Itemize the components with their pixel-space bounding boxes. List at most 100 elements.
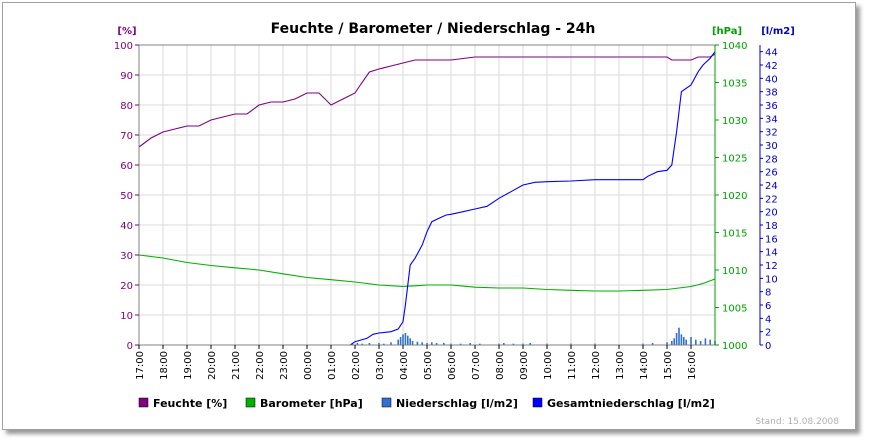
right2-tick-label: 14 (765, 248, 778, 259)
x-tick-label: 23:00 (279, 351, 290, 380)
chart-frame: Feuchte / Barometer / Niederschlag - 24h… (2, 2, 856, 430)
precipitation-bar (594, 343, 596, 345)
series-line-1 (138, 254, 716, 292)
right2-axis-unit: [l/m2] (761, 26, 795, 37)
precipitation-bar (522, 343, 524, 345)
x-tick-label: 19:00 (183, 351, 194, 380)
precipitation-bar (570, 343, 572, 345)
precipitation-bar (675, 333, 678, 345)
left-tick-label: 0 (127, 341, 133, 352)
x-tick-label: 04:00 (399, 351, 410, 380)
right2-tick-label: 44 (765, 48, 778, 59)
right2-tick-label: 20 (765, 208, 778, 219)
right2-tick-label: 12 (765, 261, 778, 272)
right1-axis-unit: [hPa] (712, 26, 742, 37)
precipitation-bar (409, 338, 411, 345)
right2-tick-label: 22 (765, 194, 778, 205)
x-tick-label: 03:00 (375, 351, 386, 380)
right1-tick-label: 1020 (722, 191, 747, 202)
x-tick-label: 10:00 (543, 351, 554, 380)
right1-tick-label: 1010 (722, 266, 747, 277)
precipitation-bar (378, 343, 380, 345)
precipitation-bar (709, 339, 711, 345)
precipitation-bar (402, 334, 404, 345)
precipitation-bar (397, 339, 399, 345)
right2-tick-label: 42 (765, 61, 778, 72)
left-tick-label: 30 (120, 251, 133, 262)
precipitation-bar (503, 343, 505, 345)
right2-tick-label: 10 (765, 274, 778, 285)
legend-label: Gesamtniederschlag [l/m2] (547, 397, 715, 410)
left-tick-label: 20 (120, 281, 133, 292)
series-line-2 (139, 51, 716, 346)
right1-tick-label: 1025 (722, 154, 747, 165)
x-tick-label: 15:00 (663, 351, 674, 380)
precipitation-bar (683, 337, 685, 345)
series-lines (138, 51, 716, 346)
x-tick-label: 18:00 (159, 351, 170, 380)
precipitation-bar (685, 339, 687, 345)
x-tick-label: 14:00 (639, 351, 650, 380)
left-tick-label: 70 (120, 131, 133, 142)
precipitation-bar (431, 342, 433, 345)
precipitation-bar (642, 343, 644, 345)
precipitation-bar (399, 337, 402, 345)
right2-tick-label: 18 (765, 221, 778, 232)
precipitation-bar (390, 342, 392, 345)
right2-tick-label: 32 (765, 128, 778, 139)
precipitation-bar (421, 342, 423, 345)
left-tick-label: 10 (120, 311, 133, 322)
x-tick-label: 06:00 (447, 351, 458, 380)
precipitation-bar (459, 343, 462, 345)
x-tick-label: 21:00 (231, 351, 242, 380)
right1-tick-label: 1005 (722, 304, 747, 315)
x-tick-label: 07:00 (471, 351, 482, 380)
precipitation-bar (416, 341, 419, 345)
right1-tick-label: 1000 (722, 341, 747, 352)
legend-label: Niederschlag [l/m2] (396, 397, 518, 410)
right1-tick-label: 1030 (722, 116, 747, 127)
legend-swatch (532, 397, 543, 408)
precipitation-bar (450, 343, 452, 345)
x-tick-label: 08:00 (495, 351, 506, 380)
precipitation-bar (498, 343, 500, 345)
left-tick-label: 80 (120, 101, 133, 112)
precipitation-bar (407, 335, 409, 345)
right2-tick-label: 0 (765, 341, 771, 352)
right2-tick-label: 36 (765, 101, 778, 112)
right2-tick-label: 26 (765, 168, 778, 179)
x-tick-label: 09:00 (519, 351, 530, 380)
precipitation-bar (469, 343, 471, 345)
legend-label: Feuchte [%] (153, 397, 227, 410)
right2-tick-label: 2 (765, 328, 771, 339)
precipitation-bars (351, 327, 716, 345)
right2-tick-label: 34 (765, 114, 778, 125)
precipitation-bar (443, 343, 445, 345)
legend: Feuchte [%] Barometer [hPa] Niederschlag [… (138, 397, 715, 410)
legend-swatch (138, 397, 149, 408)
precipitation-bar (351, 343, 354, 345)
precipitation-bar (678, 327, 680, 345)
precipitation-bar (699, 341, 702, 345)
left-tick-label: 60 (120, 161, 133, 172)
precipitation-bar (356, 343, 359, 345)
x-tick-label: 17:00 (135, 351, 146, 380)
legend-swatch (381, 397, 392, 408)
precipitation-bar (666, 342, 668, 345)
right2-tick-label: 6 (765, 301, 771, 312)
precipitation-bar (673, 338, 675, 345)
right2-tick-label: 30 (765, 141, 778, 152)
chart-title: Feuchte / Barometer / Niederschlag - 24h (271, 21, 596, 37)
right1-tick-label: 1040 (722, 41, 747, 52)
precipitation-bar (704, 338, 707, 345)
x-tick-label: 12:00 (591, 351, 602, 380)
left-axis-unit: [%] (117, 26, 136, 37)
right2-tick-label: 28 (765, 154, 778, 165)
legend-label: Barometer [hPa] (260, 397, 363, 410)
precipitation-bar (479, 343, 481, 345)
precipitation-bar (651, 343, 654, 345)
right2-tick-label: 24 (765, 181, 778, 192)
grid-lines (138, 44, 715, 346)
x-tick-label: 11:00 (567, 351, 578, 380)
